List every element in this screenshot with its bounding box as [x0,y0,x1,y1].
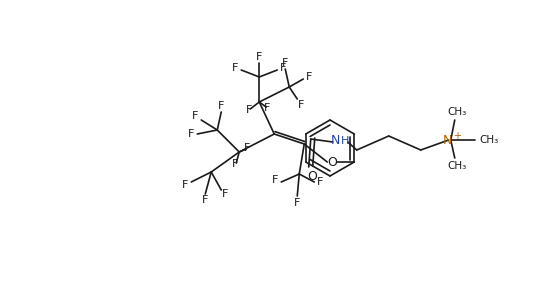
Text: F: F [182,180,188,190]
Text: F: F [232,63,239,73]
Text: F: F [280,63,286,73]
Text: F: F [188,129,195,139]
Text: F: F [294,198,300,208]
Text: F: F [264,103,271,113]
Text: N: N [443,133,452,146]
Text: F: F [202,195,209,205]
Text: CH₃: CH₃ [479,135,499,145]
Text: F: F [222,189,229,199]
Text: CH₃: CH₃ [447,107,466,117]
Text: F: F [317,177,324,187]
Text: F: F [218,101,224,111]
Text: F: F [192,111,198,121]
Text: F: F [298,100,305,110]
Text: N: N [331,135,340,148]
Text: +: + [453,131,461,141]
Text: F: F [232,159,239,169]
Text: O: O [328,156,337,168]
Text: F: F [246,105,253,115]
Text: F: F [272,175,278,185]
Text: O: O [307,170,317,182]
Text: F: F [244,143,250,153]
Text: CH₃: CH₃ [447,161,466,171]
Text: F: F [282,58,288,68]
Text: H: H [340,136,349,146]
Text: F: F [306,72,312,82]
Text: F: F [256,52,262,62]
